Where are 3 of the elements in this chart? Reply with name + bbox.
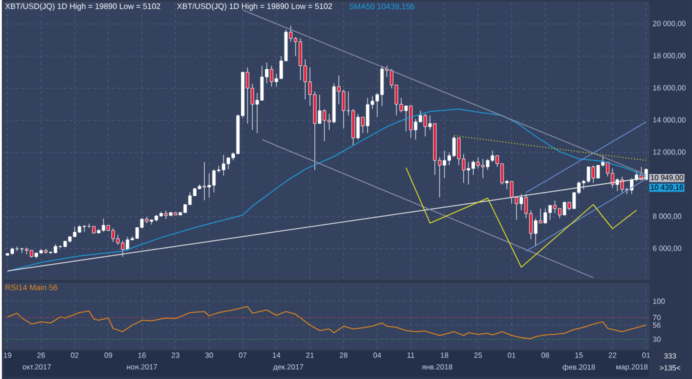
line-series [7, 306, 647, 340]
line-series [406, 167, 637, 268]
line-series [7, 108, 647, 272]
